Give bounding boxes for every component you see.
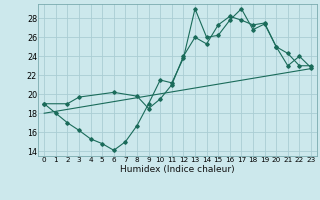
X-axis label: Humidex (Indice chaleur): Humidex (Indice chaleur) <box>120 165 235 174</box>
